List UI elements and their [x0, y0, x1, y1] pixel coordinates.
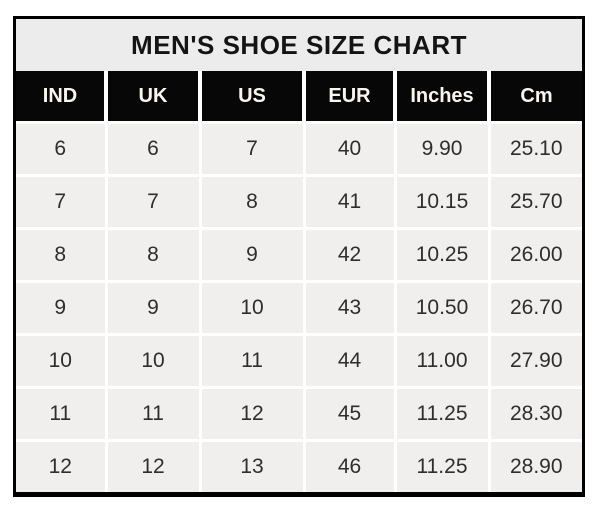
table-cell: 11.25: [393, 386, 491, 442]
table-cell: 8: [104, 227, 202, 283]
table-cell: 11.00: [393, 333, 491, 389]
table-cell: 44: [302, 333, 397, 389]
table-cell: 11: [198, 333, 306, 389]
table-cell: 27.90: [487, 333, 583, 389]
table-cell: 10.25: [393, 227, 491, 283]
table-cell: 42: [302, 227, 397, 283]
table-cell: 26.00: [487, 227, 583, 283]
table-cell: 10: [198, 280, 306, 336]
table-cell: 7: [16, 174, 108, 230]
table-title: MEN'S SHOE SIZE CHART: [16, 19, 583, 71]
size-chart-table: MEN'S SHOE SIZE CHART IND UK US EUR Inch…: [16, 19, 583, 492]
table-cell: 11: [104, 386, 202, 442]
header-row: IND UK US EUR Inches Cm: [16, 71, 583, 123]
shoe-size-chart: MEN'S SHOE SIZE CHART IND UK US EUR Inch…: [13, 16, 586, 497]
column-header-ind: IND: [16, 71, 106, 123]
table-cell: 45: [302, 386, 397, 442]
table-cell: 9: [198, 227, 306, 283]
table-cell: 40: [302, 121, 397, 177]
table-cell: 8: [16, 227, 108, 283]
column-header-eur: EUR: [302, 71, 395, 123]
table-cell: 12: [16, 439, 108, 492]
table-cell: 12: [198, 386, 306, 442]
table-cell: 46: [302, 439, 397, 492]
table-cell: 10.15: [393, 174, 491, 230]
table-cell: 10: [104, 333, 202, 389]
table-cell: 41: [302, 174, 397, 230]
table-cell: 11.25: [393, 439, 491, 492]
column-header-inches: Inches: [393, 71, 489, 123]
table-row: 6 6 7 40 9.90 25.10: [16, 121, 583, 177]
table-cell: 9: [104, 280, 202, 336]
table-row: 10 10 11 44 11.00 27.90: [16, 333, 583, 389]
table-cell: 9: [16, 280, 108, 336]
table-row: 11 11 12 45 11.25 28.30: [16, 386, 583, 442]
title-row: MEN'S SHOE SIZE CHART: [16, 19, 583, 71]
table-row: 8 8 9 42 10.25 26.00: [16, 227, 583, 283]
table-cell: 12: [104, 439, 202, 492]
column-header-cm: Cm: [486, 71, 583, 123]
table-cell: 13: [198, 439, 306, 492]
table-cell: 11: [16, 386, 108, 442]
column-header-uk: UK: [104, 71, 200, 123]
table-cell: 6: [104, 121, 202, 177]
column-header-us: US: [198, 71, 304, 123]
table-row: 9 9 10 43 10.50 26.70: [16, 280, 583, 336]
table-cell: 9.90: [393, 121, 491, 177]
table-cell: 25.10: [487, 121, 583, 177]
table-cell: 26.70: [487, 280, 583, 336]
table-cell: 7: [104, 174, 202, 230]
table-cell: 8: [198, 174, 306, 230]
table-cell: 7: [198, 121, 306, 177]
table-cell: 10: [16, 333, 108, 389]
table-cell: 28.90: [487, 439, 583, 492]
table-cell: 25.70: [487, 174, 583, 230]
table-cell: 6: [16, 121, 108, 177]
table-cell: 10.50: [393, 280, 491, 336]
table-row: 12 12 13 46 11.25 28.90: [16, 439, 583, 492]
table-row: 7 7 8 41 10.15 25.70: [16, 174, 583, 230]
table-cell: 28.30: [487, 386, 583, 442]
table-cell: 43: [302, 280, 397, 336]
